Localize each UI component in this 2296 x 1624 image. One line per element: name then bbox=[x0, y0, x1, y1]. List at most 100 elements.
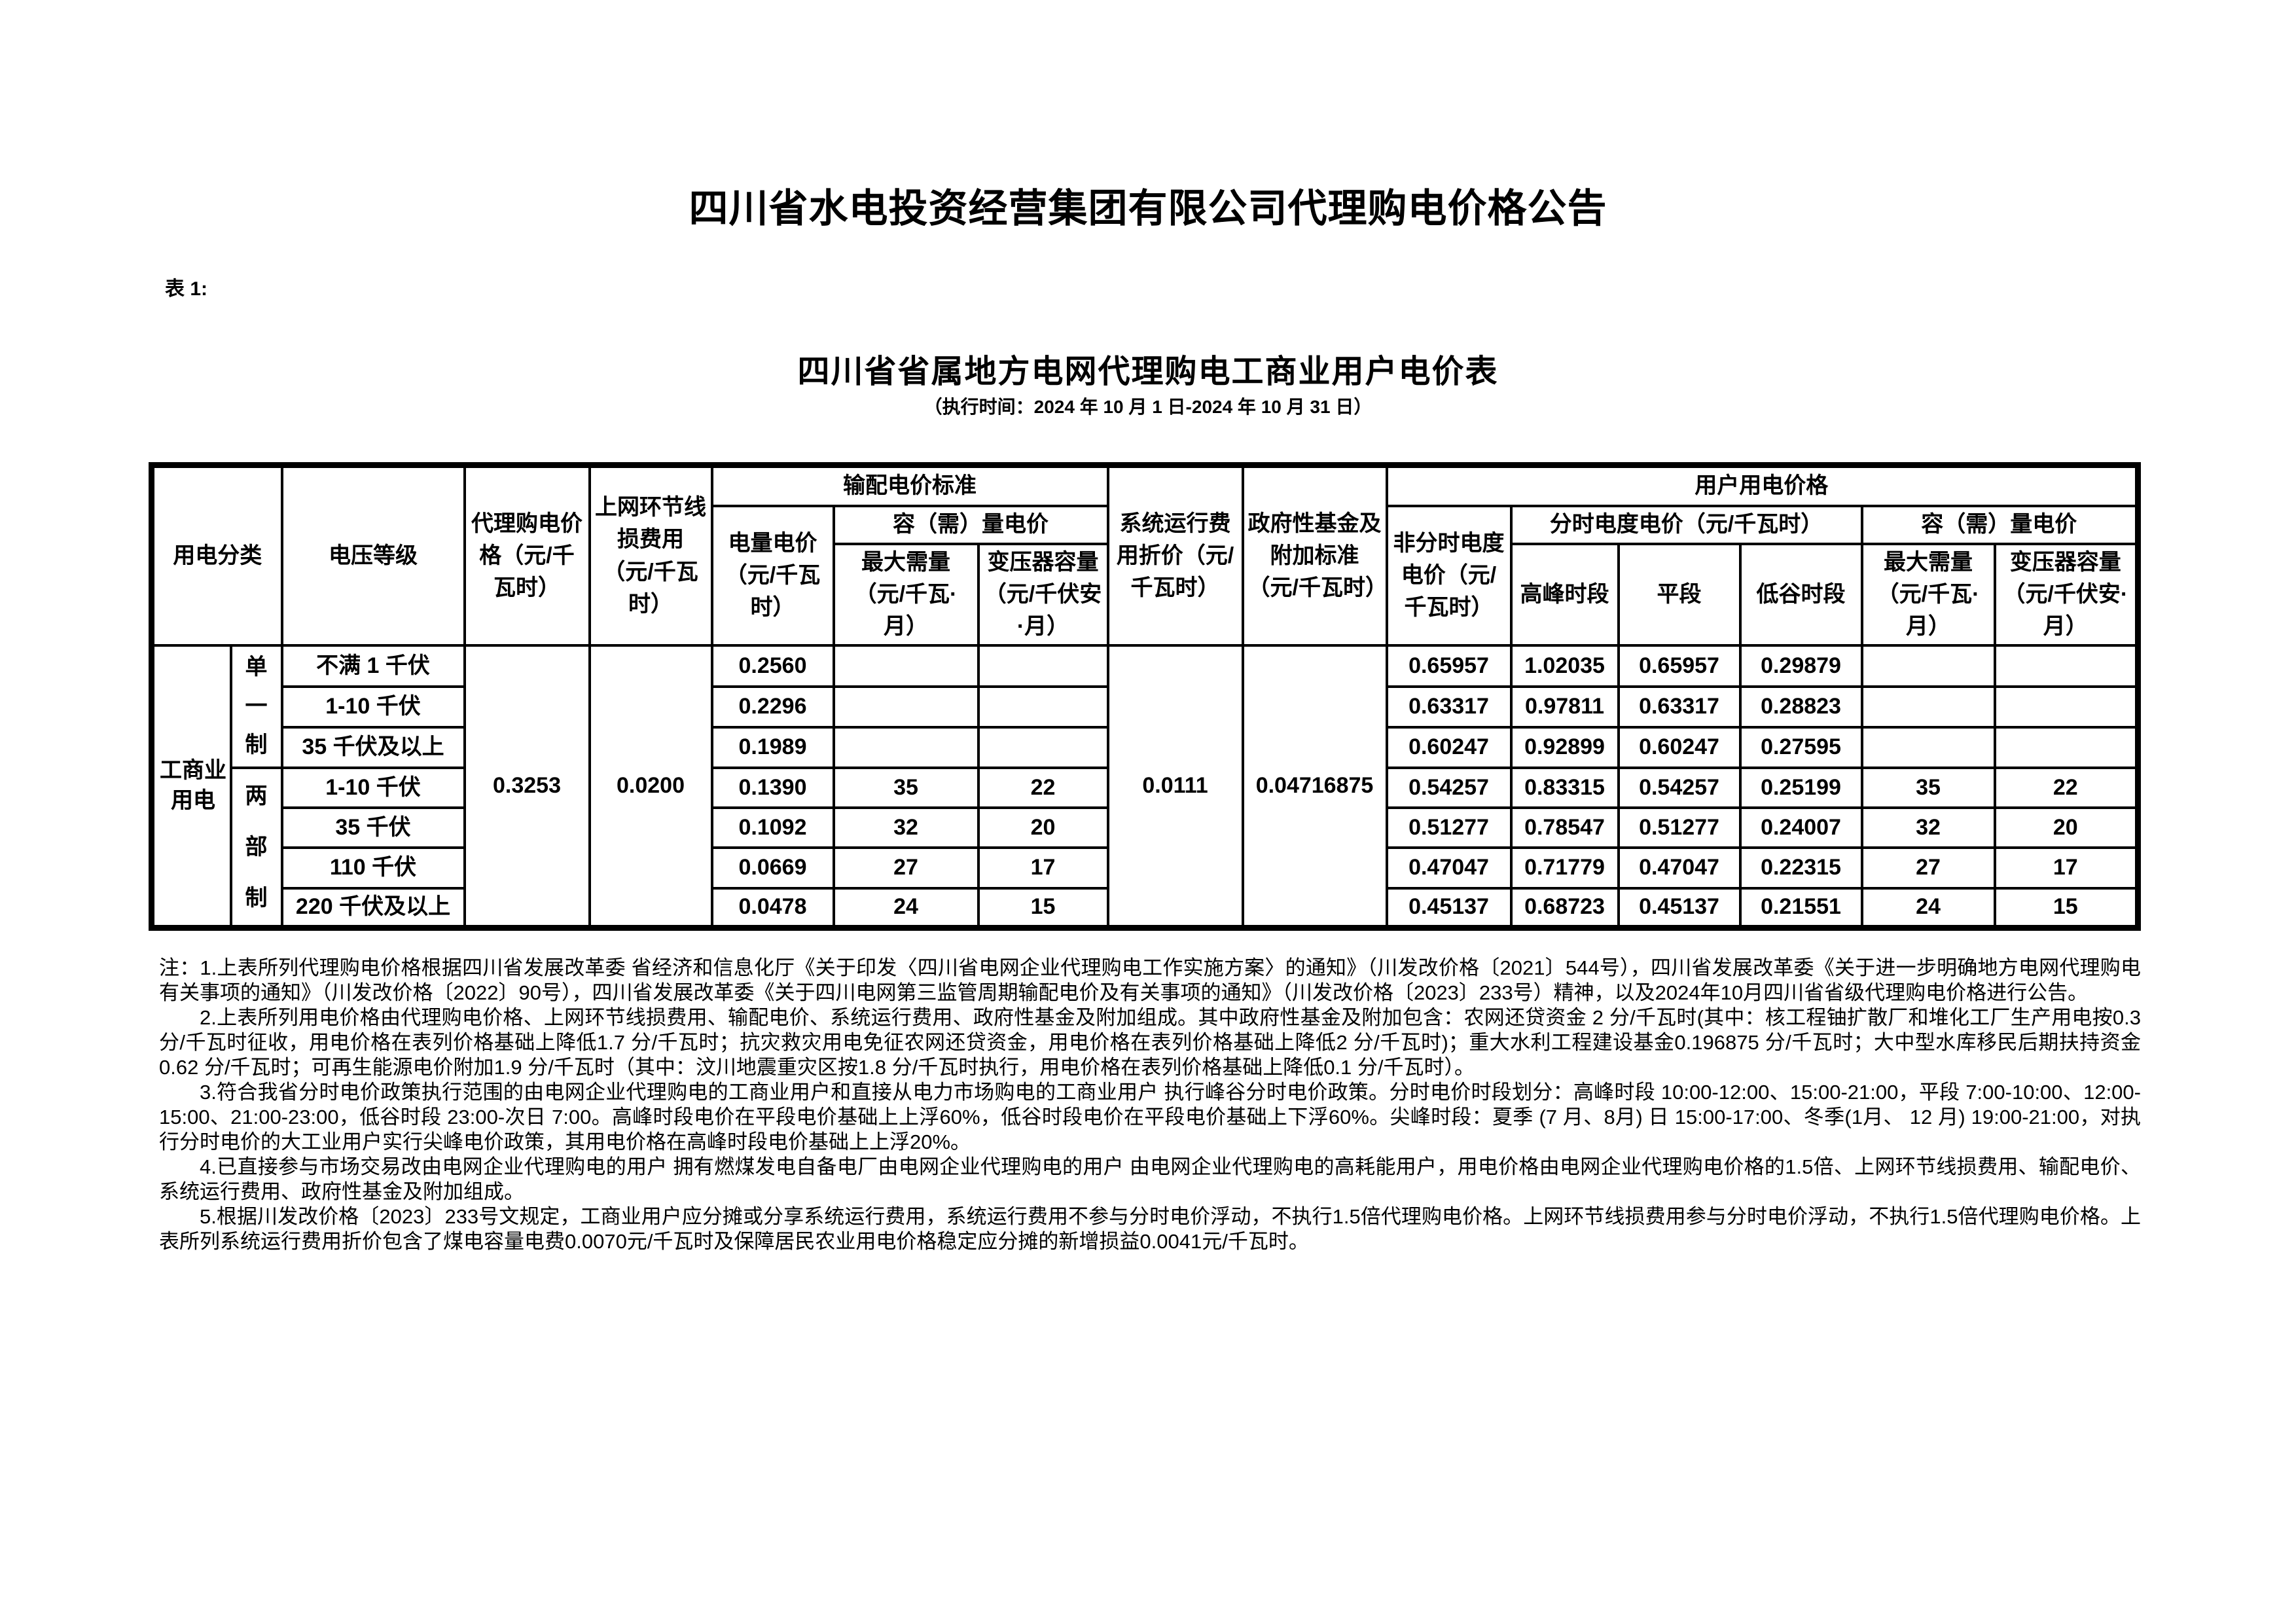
cell-system-single: 单一制 bbox=[229, 644, 283, 769]
single-system-label: 单一制 bbox=[245, 655, 268, 758]
table-row: 1-10 千伏 0.2296 0.63317 0.97811 0.63317 0… bbox=[152, 685, 2140, 729]
cell-user-demand bbox=[1860, 685, 1996, 729]
cell-voltage: 220 千伏及以上 bbox=[280, 886, 466, 929]
cell-td-demand bbox=[832, 644, 980, 688]
cell-valley: 0.27595 bbox=[1738, 725, 1863, 769]
note-4: 4.已直接参与市场交易改由电网企业代理购电的用户 拥有燃煤发电自备电厂由电网企业… bbox=[159, 1155, 2141, 1203]
cell-peak: 0.83315 bbox=[1509, 766, 1620, 810]
cell-flat: 0.54257 bbox=[1617, 766, 1742, 810]
table-row: 两部制 1-10 千伏 0.1390 35 22 0.54257 0.83315… bbox=[152, 766, 2140, 929]
cell-td-capacity: 15 bbox=[977, 886, 1109, 929]
table-number-label: 表 1: bbox=[165, 278, 208, 300]
cell-non-tou: 0.63317 bbox=[1385, 685, 1513, 729]
header-gov-fund-surcharge: 政府性基金及附加标准（元/千瓦时） bbox=[1241, 463, 1388, 647]
cell-valley: 0.28823 bbox=[1738, 685, 1863, 729]
cell-peak: 0.68723 bbox=[1509, 886, 1620, 929]
header-flat-period: 平段 bbox=[1617, 542, 1742, 647]
cell-voltage: 1-10 千伏 bbox=[280, 685, 466, 729]
cell-flat: 0.51277 bbox=[1617, 806, 1742, 850]
note-2: 2.上表所列用电价格由代理购电价格、上网环节线损费用、输配电价、系统运行费用、政… bbox=[159, 1006, 2141, 1079]
cell-non-tou: 0.45137 bbox=[1385, 886, 1513, 929]
cell-non-tou: 0.65957 bbox=[1385, 644, 1513, 688]
cell-category: 工商业用电 bbox=[150, 644, 232, 929]
header-user-price: 用户用电价格 bbox=[1385, 463, 2140, 507]
cell-valley: 0.29879 bbox=[1738, 644, 1863, 688]
cell-voltage: 35 千伏及以上 bbox=[280, 725, 466, 769]
header-max-demand-td: 最大需量（元/千瓦·月） bbox=[832, 542, 980, 647]
cell-energy-price: 0.2560 bbox=[710, 644, 835, 688]
table-row: 35 千伏 0.1092 32 20 0.51277 0.78547 0.512… bbox=[152, 806, 2140, 850]
cell-peak: 0.78547 bbox=[1509, 806, 1620, 850]
cell-td-demand bbox=[832, 685, 980, 729]
header-grid-line-loss-fee: 上网环节线损费用（元/千瓦时） bbox=[588, 463, 713, 647]
cell-user-demand bbox=[1860, 644, 1996, 688]
cell-flat: 0.60247 bbox=[1617, 725, 1742, 769]
cell-user-capacity: 22 bbox=[1993, 766, 2140, 810]
header-transformer-capacity-user: 变压器容量（元/千伏安·月） bbox=[1993, 542, 2140, 647]
table-title: 四川省省属地方电网代理购电工商业用户电价表 bbox=[797, 354, 1499, 389]
cell-flat: 0.65957 bbox=[1617, 644, 1742, 688]
cell-energy-price: 0.0669 bbox=[710, 846, 835, 890]
table-row: 35 千伏及以上 0.1989 0.60247 0.92899 0.60247 … bbox=[152, 725, 2140, 769]
cell-user-demand: 24 bbox=[1860, 886, 1996, 929]
cell-flat: 0.63317 bbox=[1617, 685, 1742, 729]
cell-non-tou: 0.54257 bbox=[1385, 766, 1513, 810]
cell-user-capacity: 17 bbox=[1993, 846, 2140, 890]
electricity-price-table: 用电分类 电压等级 代理购电价格（元/千瓦时） 上网环节线损费用（元/千瓦时） … bbox=[149, 462, 2142, 931]
cell-agency-price: 0.3253 bbox=[463, 644, 591, 929]
header-peak-period: 高峰时段 bbox=[1509, 542, 1620, 647]
cell-peak: 1.02035 bbox=[1509, 644, 1620, 688]
notes-section: 注：1.上表所列代理购电价格根据四川省发展改革委 省经济和信息化厅《关于印发〈四… bbox=[159, 956, 2141, 1254]
header-transformer-capacity-td: 变压器容量（元/千伏安·月） bbox=[977, 542, 1109, 647]
header-energy-price: 电量电价（元/千瓦时） bbox=[710, 504, 835, 647]
cell-energy-price: 0.1989 bbox=[710, 725, 835, 769]
table-subtitle-execution-period: （执行时间：2024 年 10 月 1 日-2024 年 10 月 31 日） bbox=[924, 397, 1372, 417]
cell-peak: 0.97811 bbox=[1509, 685, 1620, 729]
header-max-demand-user: 最大需量（元/千瓦·月） bbox=[1860, 542, 1996, 647]
cell-non-tou: 0.47047 bbox=[1385, 846, 1513, 890]
cell-user-demand bbox=[1860, 725, 1996, 769]
table-row: 工商业用电 单一制 不满 1 千伏 0.3253 0.0200 0.2560 0… bbox=[150, 644, 2140, 929]
cell-user-demand: 27 bbox=[1860, 846, 1996, 890]
header-agency-purchase-price: 代理购电价格（元/千瓦时） bbox=[463, 463, 591, 647]
cell-user-demand: 35 bbox=[1860, 766, 1996, 810]
page-title: 四川省水电投资经营集团有限公司代理购电价格公告 bbox=[689, 187, 1607, 230]
cell-line-loss-fee: 0.0200 bbox=[588, 644, 713, 929]
header-capacity-demand-price-user: 容（需）量电价 bbox=[1860, 504, 2140, 545]
note-3: 3.符合我省分时电价政策执行范围的由电网企业代理购电的工商业用户和直接从电力市场… bbox=[159, 1081, 2141, 1153]
cell-td-demand: 27 bbox=[832, 846, 980, 890]
cell-valley: 0.21551 bbox=[1738, 886, 1863, 929]
cell-valley: 0.24007 bbox=[1738, 806, 1863, 850]
cell-non-tou: 0.60247 bbox=[1385, 725, 1513, 769]
cell-user-capacity bbox=[1993, 644, 2140, 688]
cell-td-capacity bbox=[977, 685, 1109, 729]
cell-energy-price: 0.2296 bbox=[710, 685, 835, 729]
cell-non-tou: 0.51277 bbox=[1385, 806, 1513, 850]
cell-voltage: 不满 1 千伏 bbox=[280, 644, 466, 688]
cell-td-capacity bbox=[977, 725, 1109, 769]
cell-energy-price: 0.1092 bbox=[710, 806, 835, 850]
header-voltage-level: 电压等级 bbox=[280, 463, 466, 647]
cell-user-demand: 32 bbox=[1860, 806, 1996, 850]
cell-td-capacity: 22 bbox=[977, 766, 1109, 810]
cell-energy-price: 0.0478 bbox=[710, 886, 835, 929]
cell-td-demand: 24 bbox=[832, 886, 980, 929]
note-1: 注：1.上表所列代理购电价格根据四川省发展改革委 省经济和信息化厅《关于印发〈四… bbox=[159, 956, 2141, 1004]
category-label: 工商业用电 bbox=[160, 758, 226, 813]
cell-voltage: 1-10 千伏 bbox=[280, 766, 466, 810]
cell-td-capacity: 17 bbox=[977, 846, 1109, 890]
cell-td-demand: 32 bbox=[832, 806, 980, 850]
header-td-price-standard: 输配电价标准 bbox=[710, 463, 1109, 507]
cell-user-capacity bbox=[1993, 725, 2140, 769]
cell-valley: 0.25199 bbox=[1738, 766, 1863, 810]
header-tou-price: 分时电度电价（元/千瓦时） bbox=[1509, 504, 1863, 545]
header-use-category: 用电分类 bbox=[150, 463, 283, 647]
cell-gov-fund: 0.04716875 bbox=[1241, 644, 1388, 929]
cell-td-capacity bbox=[977, 644, 1109, 688]
cell-valley: 0.22315 bbox=[1738, 846, 1863, 890]
table-row: 220 千伏及以上 0.0478 24 15 0.45137 0.68723 0… bbox=[152, 886, 2140, 929]
cell-user-capacity bbox=[1993, 685, 2140, 729]
cell-energy-price: 0.1390 bbox=[710, 766, 835, 810]
cell-td-demand: 35 bbox=[832, 766, 980, 810]
note-5: 5.根据川发改价格〔2023〕233号文规定，工商业用户应分摊或分享系统运行费用… bbox=[159, 1205, 2141, 1253]
